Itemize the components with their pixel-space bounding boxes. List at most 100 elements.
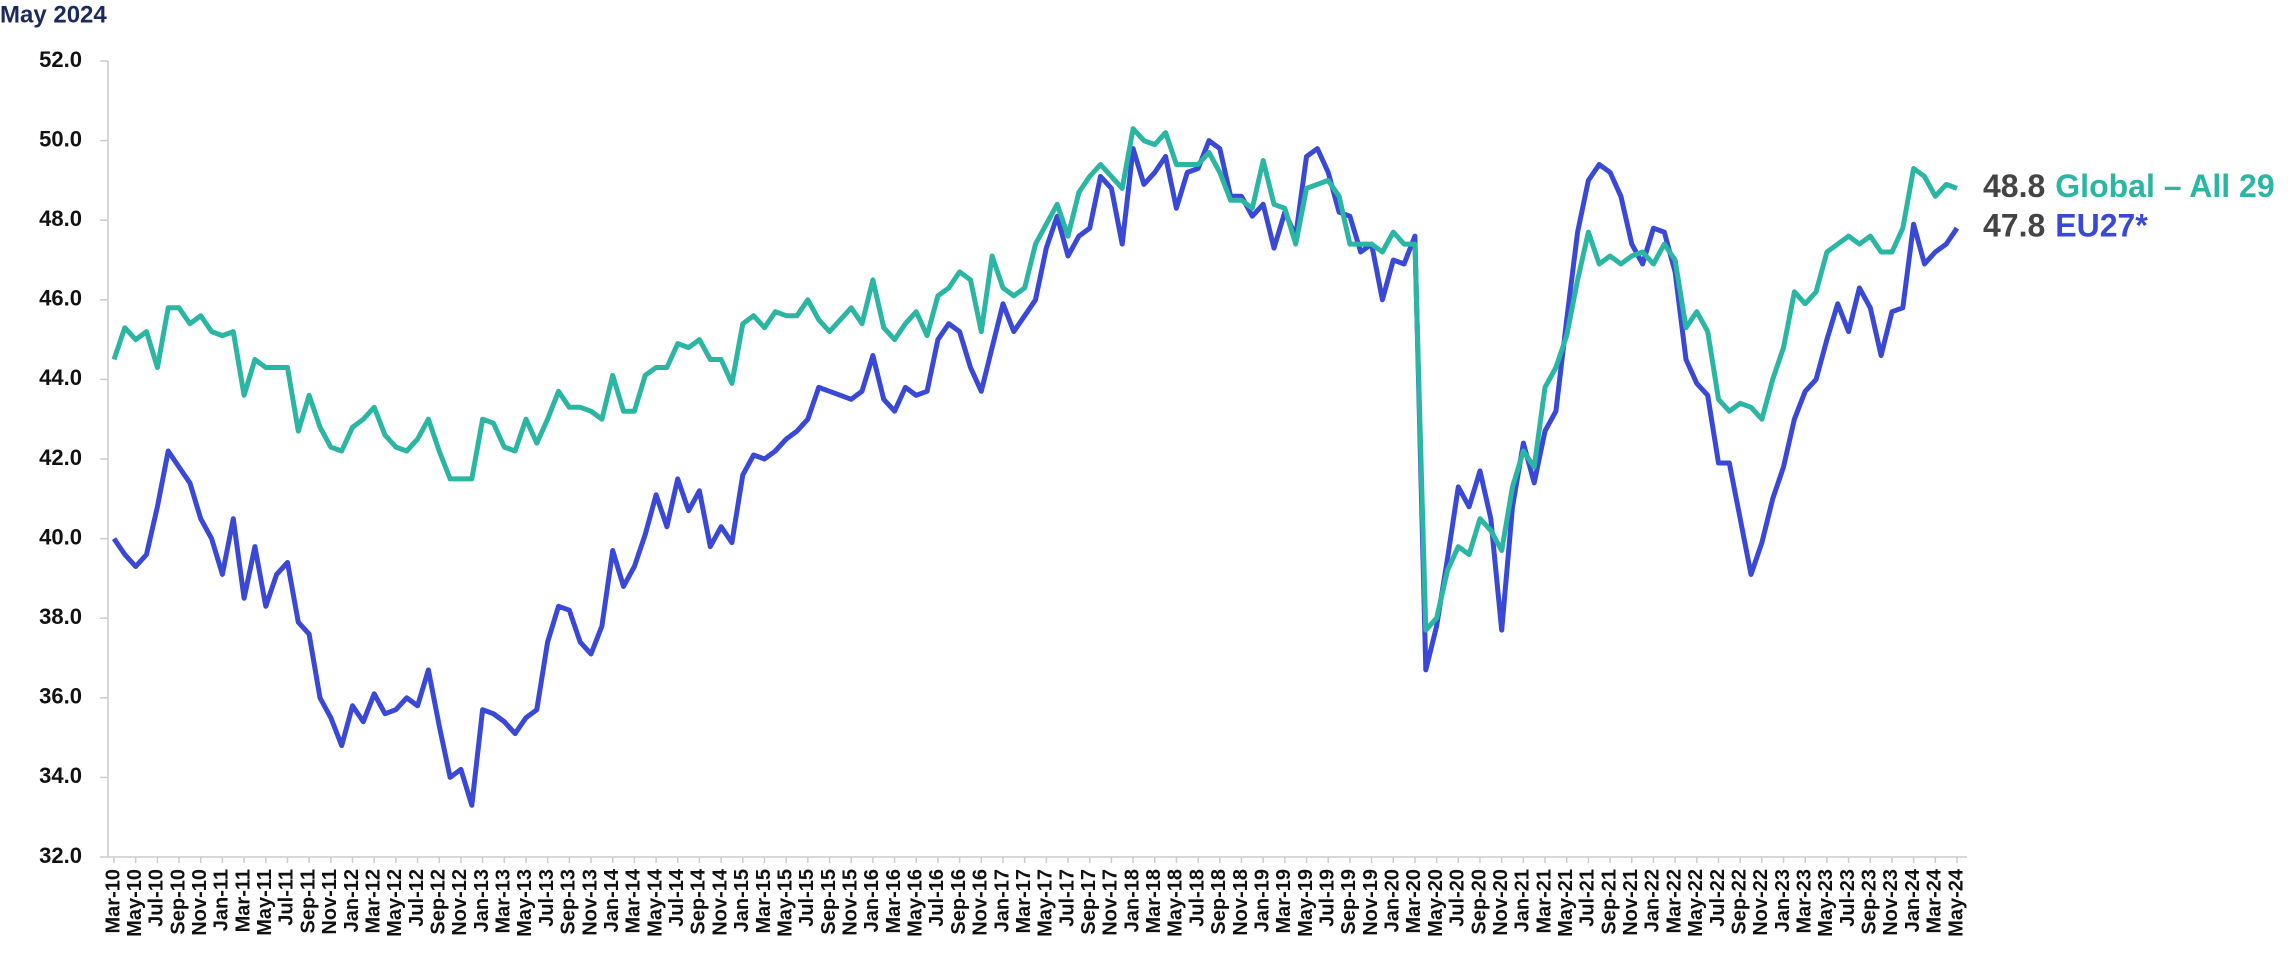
x-tick-label: Jan-13 xyxy=(471,869,493,932)
x-tick-label: Jan-21 xyxy=(1512,869,1534,932)
x-tick-label: Nov-23 xyxy=(1880,869,1902,936)
x-tick-label: Sep-15 xyxy=(818,869,840,935)
x-tick-label: Jul-23 xyxy=(1837,869,1859,927)
x-tick-label: Mar-23 xyxy=(1794,869,1816,933)
y-tick-label: 44.0 xyxy=(39,365,82,390)
x-tick-label: Sep-18 xyxy=(1208,869,1230,935)
x-tick-label: Mar-18 xyxy=(1143,869,1165,933)
x-tick-label: May-23 xyxy=(1815,869,1837,937)
x-tick-label: May-13 xyxy=(514,869,536,937)
y-tick-label: 32.0 xyxy=(39,843,82,868)
x-tick-label: May-20 xyxy=(1425,869,1447,937)
y-tick-label: 34.0 xyxy=(39,763,82,788)
x-tick-label: Jan-24 xyxy=(1902,868,1924,932)
x-tick-label: May-24 xyxy=(1945,868,1967,937)
x-tick-label: Jul-21 xyxy=(1577,869,1599,927)
x-tick-label: Nov-18 xyxy=(1230,869,1252,936)
x-tick-label: Mar-17 xyxy=(1013,869,1035,933)
x-tick-label: Jul-17 xyxy=(1056,869,1078,927)
x-tick-label: May-14 xyxy=(644,868,666,937)
legend-label: EU27* xyxy=(2055,208,2148,244)
end-value-label: 48.8 xyxy=(1983,168,2045,204)
x-tick-label: Sep-12 xyxy=(428,869,450,935)
x-tick-label: Sep-23 xyxy=(1859,869,1881,935)
x-tick-label: Sep-11 xyxy=(297,869,319,933)
x-tick-label: Sep-22 xyxy=(1728,869,1750,935)
x-tick-label: May-10 xyxy=(124,869,146,937)
end-value-label: 47.8 xyxy=(1983,208,2045,244)
x-tick-label: Jan-15 xyxy=(731,869,753,932)
x-tick-label: Jan-19 xyxy=(1251,869,1273,932)
x-tick-label: Sep-14 xyxy=(688,868,710,934)
x-tick-label: Mar-19 xyxy=(1273,869,1295,933)
x-tick-label: May-16 xyxy=(905,869,927,937)
x-tick-label: Jan-23 xyxy=(1772,869,1794,932)
x-tick-label: Jul-10 xyxy=(146,869,168,927)
y-tick-label: 36.0 xyxy=(39,684,82,709)
x-tick-label: Mar-20 xyxy=(1403,869,1425,933)
x-tick-label: May-15 xyxy=(774,869,796,937)
x-tick-label: Jan-18 xyxy=(1121,869,1143,932)
y-tick-label: 52.0 xyxy=(39,47,82,72)
x-tick-label: May-12 xyxy=(384,869,406,937)
x-tick-label: Sep-19 xyxy=(1338,869,1360,935)
x-tick-label: Jan-14 xyxy=(601,868,623,932)
x-tick-label: May-18 xyxy=(1165,869,1187,937)
x-tick-label: Jul-22 xyxy=(1707,869,1729,927)
x-tick-label: Nov-16 xyxy=(970,869,992,936)
x-tick-label: Jan-12 xyxy=(341,869,363,932)
x-tick-label: Mar-12 xyxy=(362,869,384,933)
x-tick-label: Jul-16 xyxy=(926,869,948,927)
x-tick-label: Nov-22 xyxy=(1750,869,1772,936)
line-series xyxy=(111,126,1958,633)
x-tick-label: Jul-19 xyxy=(1316,869,1338,927)
x-tick-label: May-11 xyxy=(254,869,276,936)
x-tick-label: Mar-16 xyxy=(883,869,905,933)
x-tick-label: Mar-24 xyxy=(1924,868,1946,933)
x-tick-label: May-17 xyxy=(1035,869,1057,937)
x-tick-label: Nov-14 xyxy=(709,868,731,936)
chart-title: May 2024 xyxy=(0,1,107,28)
y-tick-label: 40.0 xyxy=(39,524,82,549)
legend-label: Global – All 29 xyxy=(2055,168,2274,204)
x-tick-label: Jul-15 xyxy=(796,869,818,927)
x-tick-label: Nov-11 xyxy=(319,869,341,935)
y-tick-label: 50.0 xyxy=(39,126,82,151)
x-tick-label: Sep-16 xyxy=(948,869,970,935)
x-tick-label: Jul-20 xyxy=(1447,869,1469,927)
x-tick-label: Jan-22 xyxy=(1642,869,1664,932)
y-tick-label: 48.0 xyxy=(39,206,82,231)
x-tick-label: Nov-21 xyxy=(1620,869,1642,936)
x-tick-label: Sep-20 xyxy=(1468,869,1490,935)
x-tick-label: Mar-13 xyxy=(493,869,515,933)
x-tick-label: Sep-13 xyxy=(558,869,580,935)
x-tick-label: Nov-15 xyxy=(839,869,861,936)
x-tick-label: Mar-21 xyxy=(1533,869,1555,933)
x-tick-label: Jan-20 xyxy=(1382,869,1404,932)
x-tick-label: Jul-11 xyxy=(276,869,298,926)
x-tick-label: Nov-20 xyxy=(1490,869,1512,936)
x-tick-label: Sep-17 xyxy=(1078,869,1100,935)
x-tick-label: May-21 xyxy=(1555,869,1577,937)
x-tick-label: Jan-16 xyxy=(861,869,883,932)
x-tick-label: Nov-17 xyxy=(1100,869,1122,936)
x-tick-label: Nov-10 xyxy=(189,869,211,936)
x-tick-label: Jul-14 xyxy=(666,868,688,927)
x-tick-label: Nov-12 xyxy=(449,869,471,936)
x-tick-label: Nov-13 xyxy=(579,869,601,936)
x-tick-label: Jul-13 xyxy=(536,869,558,927)
x-tick-label: Jul-12 xyxy=(406,869,428,927)
x-tick-label: May-19 xyxy=(1295,869,1317,937)
x-tick-label: Mar-11 xyxy=(232,869,254,932)
x-tick-label: Jul-18 xyxy=(1186,869,1208,927)
line-series xyxy=(111,138,1960,808)
x-tick-label: May-22 xyxy=(1685,869,1707,937)
x-tick-label: Mar-14 xyxy=(623,868,645,933)
x-tick-label: Nov-19 xyxy=(1360,869,1382,936)
x-tick-label: Sep-21 xyxy=(1598,869,1620,935)
x-tick-label: Sep-10 xyxy=(167,869,189,935)
y-tick-label: 46.0 xyxy=(39,286,82,311)
y-tick-label: 38.0 xyxy=(39,604,82,629)
x-tick-label: Jan-11 xyxy=(211,869,233,931)
